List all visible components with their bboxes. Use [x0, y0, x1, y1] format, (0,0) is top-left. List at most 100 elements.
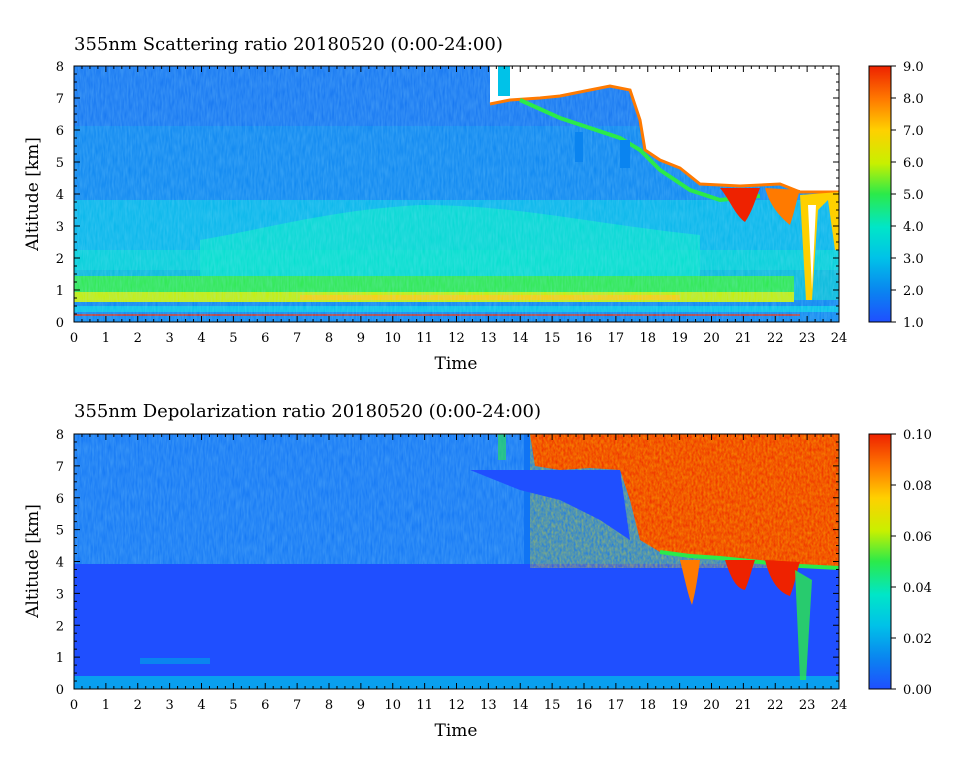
colorbar-tick-label: 0.10 [903, 428, 932, 443]
x-tick-label: 6 [261, 331, 269, 346]
y-tick-label: 6 [56, 492, 64, 507]
y-tick-label: 3 [56, 587, 64, 602]
x-tick-label: 21 [735, 698, 752, 713]
colorbar-ticks: 1.0 2.0 3.0 4.0 5.0 6.0 7.0 8.0 9.0 [891, 60, 924, 331]
x-tick-label: 20 [703, 331, 720, 346]
y-axis: 0 1 2 3 4 5 6 7 8 [56, 428, 839, 698]
y-axis-label: Altitude [km] [23, 504, 43, 619]
x-tick-label: 22 [767, 698, 784, 713]
x-axis-label: Time [435, 354, 478, 374]
x-tick-label: 17 [608, 331, 625, 346]
y-tick-label: 8 [56, 428, 64, 443]
x-tick-label: 1 [102, 698, 110, 713]
x-tick-label: 15 [544, 331, 561, 346]
x-tick-label: 10 [384, 331, 401, 346]
x-tick-label: 18 [639, 698, 656, 713]
depol-fragment-13h [498, 434, 506, 460]
colorbar-tick-label: 9.0 [903, 60, 924, 75]
x-tick-label: 14 [512, 331, 529, 346]
y-tick-label: 7 [56, 92, 64, 107]
depolarization-ratio-panel: 355nm Depolarization ratio 20180520 (0:0… [23, 401, 932, 741]
x-tick-label: 22 [767, 331, 784, 346]
colorbar-tick-label: 5.0 [903, 188, 924, 203]
cloud-fragment-13h [498, 66, 510, 96]
y-tick-label: 2 [56, 252, 64, 267]
x-tick-label: 12 [448, 331, 465, 346]
y-tick-label: 4 [56, 188, 64, 203]
x-tick-label: 13 [480, 331, 497, 346]
x-tick-label: 13 [480, 698, 497, 713]
x-tick-label: 23 [799, 698, 816, 713]
depol-low-layer [470, 470, 630, 540]
colorbar-tick-label: 3.0 [903, 252, 924, 267]
x-tick-label: 12 [448, 698, 465, 713]
x-tick-label: 4 [197, 331, 205, 346]
x-axis-label: Time [435, 721, 478, 741]
colorbar-tick-label: 2.0 [903, 284, 924, 299]
x-tick-label: 16 [576, 331, 593, 346]
y-tick-label: 8 [56, 60, 64, 75]
x-tick-label: 19 [671, 698, 688, 713]
colorbar-tick-label: 6.0 [903, 156, 924, 171]
x-tick-label: 1 [102, 331, 110, 346]
cloud-blank-region [490, 66, 839, 192]
cloud-base-edge [519, 98, 761, 203]
colorbar-tick-label: 0.04 [903, 581, 932, 596]
colorbar-ticks: 0.00 0.02 0.04 0.06 0.08 0.10 [891, 428, 932, 698]
x-tick-label: 0 [70, 698, 78, 713]
x-tick-label: 5 [229, 331, 237, 346]
colorbar-tick-label: 0.06 [903, 530, 932, 545]
x-tick-label: 3 [165, 331, 173, 346]
x-tick-label: 2 [134, 331, 142, 346]
colorbar-tick-label: 7.0 [903, 124, 924, 139]
scattering-ratio-panel: 355nm Scattering ratio 20180520 (0:00-24… [23, 34, 924, 374]
x-tick-label: 17 [608, 698, 625, 713]
field-noise [74, 434, 524, 564]
cloud-top-edge [489, 84, 839, 194]
x-tick-label: 8 [325, 331, 333, 346]
y-axis: 0 1 2 3 4 5 6 7 8 [56, 60, 839, 331]
x-tick-label: 24 [831, 698, 848, 713]
colorbar: 0.00 0.02 0.04 0.06 0.08 0.10 [868, 428, 932, 698]
colorbar-tick-label: 1.0 [903, 316, 924, 331]
y-tick-label: 5 [56, 524, 64, 539]
y-tick-label: 7 [56, 460, 64, 475]
x-tick-label: 23 [799, 331, 816, 346]
chart-title: 355nm Depolarization ratio 20180520 (0:0… [74, 401, 541, 422]
y-tick-label: 2 [56, 619, 64, 634]
heatmap-field [74, 434, 839, 689]
colorbar-tick-label: 0.00 [903, 683, 932, 698]
x-tick-label: 5 [229, 698, 237, 713]
colorbar-tick-label: 8.0 [903, 92, 924, 107]
x-axis: 0 1 2 3 4 5 6 7 8 9 10 11 12 13 14 15 16 17 18 19 20 21 22 23 24 [70, 66, 847, 346]
high-depol-noise [530, 434, 839, 568]
colorbar: 1.0 2.0 3.0 4.0 5.0 6.0 7.0 8.0 9.0 [868, 60, 924, 331]
x-tick-label: 9 [357, 331, 365, 346]
colorbar-tick-label: 0.08 [903, 479, 932, 494]
x-tick-label: 0 [70, 331, 78, 346]
heatmap-field [74, 66, 839, 322]
y-tick-label: 0 [56, 683, 64, 698]
y-tick-label: 1 [56, 284, 64, 299]
x-tick-label: 18 [639, 331, 656, 346]
colorbar-tick-label: 4.0 [903, 220, 924, 235]
x-tick-label: 11 [416, 331, 433, 346]
colorbar-gradient [868, 433, 892, 690]
precip-blank [808, 205, 816, 290]
colorbar-gradient [868, 65, 892, 323]
ice-fall-19h [680, 560, 700, 605]
y-tick-label: 6 [56, 124, 64, 139]
x-tick-label: 8 [325, 698, 333, 713]
colorbar-tick-label: 0.02 [903, 632, 932, 647]
y-tick-label: 0 [56, 316, 64, 331]
cloud-fragment-16h [575, 132, 583, 162]
x-tick-label: 7 [293, 698, 301, 713]
cloud-fragment-17h [620, 140, 630, 168]
x-tick-label: 16 [576, 698, 593, 713]
ice-fall-21h [725, 560, 755, 590]
x-tick-label: 9 [357, 698, 365, 713]
ice-fall-22h [765, 560, 800, 596]
x-tick-label: 19 [671, 331, 688, 346]
